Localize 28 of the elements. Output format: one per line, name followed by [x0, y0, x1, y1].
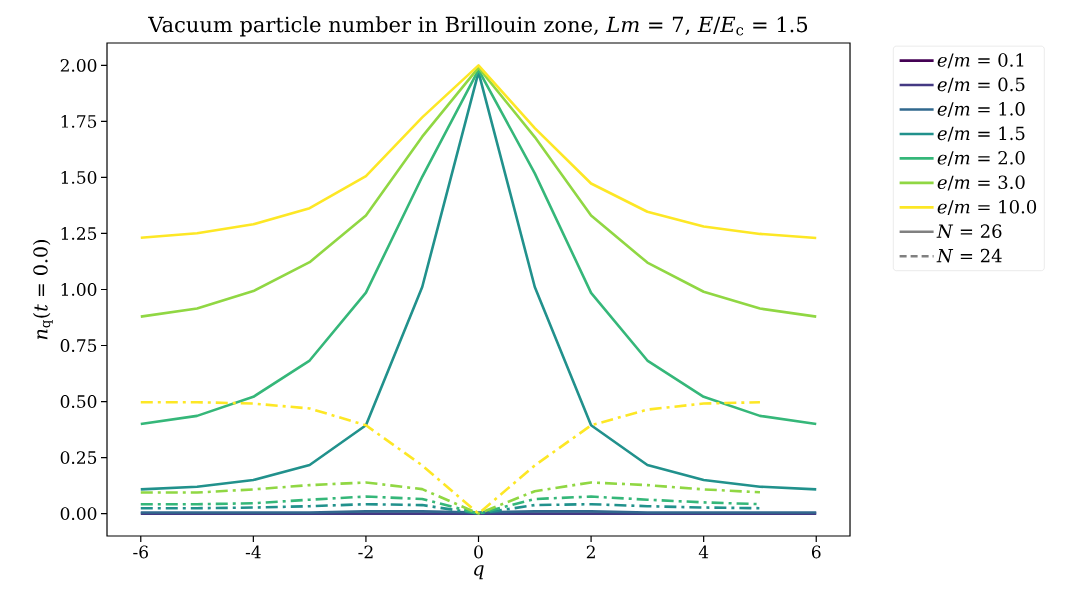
y-tick-label: 1.50: [61, 171, 97, 184]
y-tick-label: 1.00: [61, 283, 97, 296]
x-tick-label: 0: [474, 545, 483, 559]
x-tick-label: -2: [358, 545, 373, 559]
y-tick-label: 1.75: [61, 114, 97, 128]
x-tick-label: -6: [133, 545, 148, 559]
x-axis-title: q: [474, 565, 484, 580]
legend-label: N = 24: [936, 248, 1002, 263]
y-tick-label: 0.25: [60, 451, 97, 464]
legend-label: e/m = 1.5: [937, 126, 1025, 142]
y-tick-label: 0.50: [60, 395, 97, 408]
y-tick-label: 2.00: [60, 58, 97, 72]
chart-title: Vacuum particle number in Brillouin zone, Lm = 7, E/E$_{c}$ = 1.5: [148, 16, 808, 37]
legend-label: e/m = 0.1: [937, 53, 1024, 69]
x-tick-label: 4: [698, 545, 709, 559]
y-tick-label: 1.25: [61, 227, 97, 240]
legend-label: N = 26: [936, 224, 1002, 238]
legend-label: e/m = 10.0: [937, 199, 1037, 215]
y-tick-label: 0.00: [60, 507, 97, 521]
y-axis-title: n$_{q}$(t = 0.0): [32, 240, 53, 340]
y-tick-label: 0.75: [60, 339, 97, 352]
legend-label: e/m = 2.0: [937, 150, 1025, 167]
x-tick-label: 6: [811, 545, 821, 559]
x-tick-label: -4: [245, 545, 261, 559]
legend-label: e/m = 0.5: [937, 77, 1025, 93]
legend-label: e/m = 1.0: [937, 102, 1025, 118]
legend-label: e/m = 3.0: [937, 175, 1025, 191]
x-tick-label: 2: [586, 545, 595, 559]
